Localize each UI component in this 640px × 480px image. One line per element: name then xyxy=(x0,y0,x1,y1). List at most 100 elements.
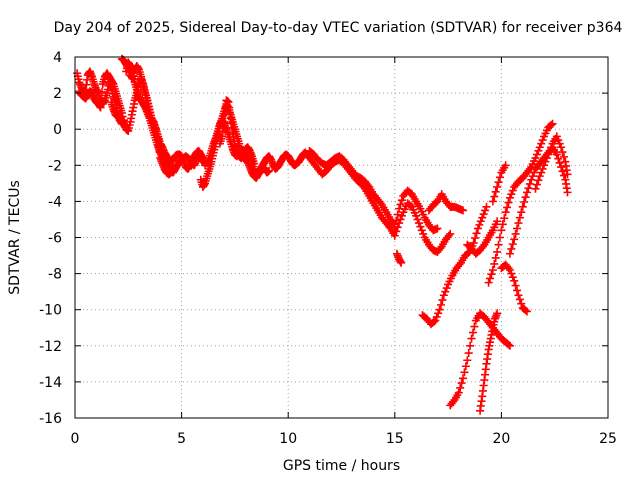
data-point xyxy=(390,222,399,231)
data-point xyxy=(461,362,470,371)
data-point xyxy=(490,259,499,268)
data-point xyxy=(473,224,482,233)
data-point xyxy=(488,197,497,206)
data-point xyxy=(475,220,484,229)
data-point xyxy=(535,172,544,181)
data-point xyxy=(510,235,519,244)
data-point xyxy=(511,281,520,290)
data-point xyxy=(466,341,475,350)
data-point xyxy=(534,176,543,185)
data-point xyxy=(524,184,533,193)
data-point xyxy=(416,222,425,231)
data-point xyxy=(433,224,442,233)
data-point xyxy=(503,203,512,212)
data-point xyxy=(558,148,567,157)
data-point xyxy=(392,216,401,225)
series-6 xyxy=(301,148,455,256)
data-point xyxy=(505,193,514,202)
x-tick-label: 5 xyxy=(177,431,186,447)
data-point xyxy=(406,201,415,210)
data-point xyxy=(563,188,572,197)
series-10 xyxy=(476,119,557,415)
data-point xyxy=(429,317,438,326)
data-point xyxy=(517,299,526,308)
data-point xyxy=(559,171,568,180)
data-point xyxy=(444,231,453,240)
data-point xyxy=(538,136,547,145)
tick-marks xyxy=(74,56,609,419)
data-point xyxy=(98,87,107,96)
data-point xyxy=(439,291,448,300)
data-point xyxy=(481,206,490,215)
data-point xyxy=(454,388,463,397)
y-tick-label: 2 xyxy=(53,86,62,102)
data-point xyxy=(513,224,522,233)
data-point xyxy=(469,238,478,247)
x-tick-label: 0 xyxy=(71,431,80,447)
data-point xyxy=(511,229,520,238)
data-point xyxy=(534,146,543,155)
data-point xyxy=(504,340,513,349)
data-point xyxy=(493,217,502,226)
data-point xyxy=(463,356,472,365)
data-point xyxy=(494,240,503,249)
data-point xyxy=(513,286,522,295)
data-point xyxy=(531,184,540,193)
data-point xyxy=(417,226,426,235)
data-point xyxy=(518,202,527,211)
data-point xyxy=(396,200,405,209)
data-point xyxy=(97,95,106,104)
data-point xyxy=(557,143,566,152)
data-point xyxy=(476,217,485,226)
data-point xyxy=(537,168,546,177)
data-point xyxy=(493,247,502,256)
data-point xyxy=(390,231,399,240)
data-point xyxy=(491,253,500,262)
data-point xyxy=(419,229,428,238)
data-point xyxy=(363,181,372,190)
data-point xyxy=(96,103,105,112)
data-point xyxy=(504,264,513,273)
data-point xyxy=(265,166,274,175)
y-tick-label: 0 xyxy=(53,122,62,138)
data-point xyxy=(467,334,476,343)
y-tick-label: -8 xyxy=(48,267,62,283)
chart-title: Day 204 of 2025, Sidereal Day-to-day VTE… xyxy=(54,20,623,36)
data-point xyxy=(395,204,404,213)
data-point xyxy=(220,110,229,119)
data-point xyxy=(459,374,468,383)
data-point xyxy=(521,193,530,202)
data-point xyxy=(491,187,500,196)
data-point xyxy=(515,213,524,222)
series-2 xyxy=(107,54,178,179)
data-point xyxy=(510,276,519,285)
data-point xyxy=(493,309,502,318)
data-point xyxy=(434,309,443,318)
data-point xyxy=(554,154,563,163)
data-point xyxy=(493,182,502,191)
data-point xyxy=(528,172,537,181)
data-point xyxy=(435,305,444,314)
data-point xyxy=(468,328,477,337)
data-point xyxy=(507,190,516,199)
data-point xyxy=(456,383,465,392)
data-point xyxy=(507,269,516,278)
data-point xyxy=(507,244,516,253)
data-point xyxy=(250,159,259,168)
data-point xyxy=(525,179,534,188)
data-point xyxy=(376,199,385,208)
data-point xyxy=(521,306,530,315)
data-point xyxy=(459,206,468,215)
data-point xyxy=(555,139,564,148)
data-point xyxy=(495,233,504,242)
data-point xyxy=(538,164,547,173)
data-point xyxy=(470,322,479,331)
data-point xyxy=(501,208,510,217)
data-point xyxy=(115,114,124,123)
data-point xyxy=(455,260,464,269)
data-point xyxy=(460,368,469,377)
y-tick-label: -10 xyxy=(39,303,62,319)
data-point xyxy=(495,173,504,182)
data-point xyxy=(505,341,514,350)
data-point xyxy=(431,316,440,325)
